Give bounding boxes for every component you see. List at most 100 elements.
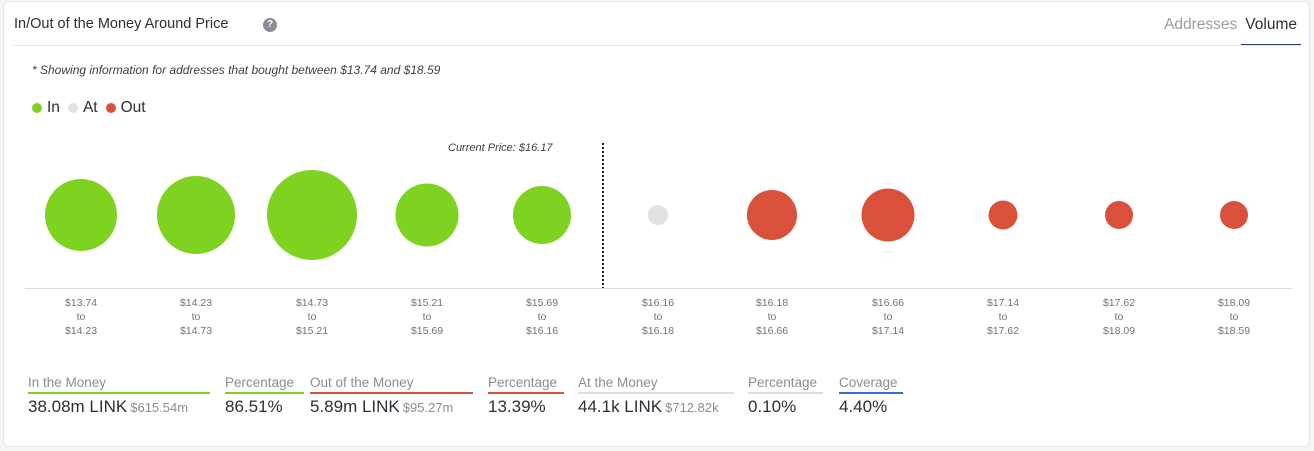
x-axis-label: $14.23 to $14.73 bbox=[151, 296, 241, 338]
stats-row: In the Money 38.08m LINK $615.54m Percent… bbox=[28, 375, 909, 417]
stat-value: 38.08m LINK $615.54m bbox=[28, 397, 210, 417]
bubble-in[interactable] bbox=[395, 183, 459, 247]
bubble-out[interactable] bbox=[1105, 201, 1133, 229]
bubble-in[interactable] bbox=[513, 186, 571, 244]
current-price-line bbox=[602, 143, 604, 289]
range-to: $15.69 bbox=[410, 325, 444, 337]
bubble-chart: Current Price: $16.17 $13.74 to $14.23 $14.… bbox=[4, 2, 1309, 446]
bubble-in[interactable] bbox=[157, 176, 235, 254]
range-from: $13.74 bbox=[64, 297, 98, 309]
range-from: $17.14 bbox=[986, 297, 1020, 309]
bubble-out[interactable] bbox=[1220, 201, 1248, 229]
x-axis-label: $14.73 to $15.21 bbox=[267, 296, 357, 338]
range-separator: to bbox=[537, 311, 547, 323]
stat-value: 0.10% bbox=[748, 397, 797, 416]
chart-legend: In At Out bbox=[32, 99, 154, 117]
bubble-out[interactable] bbox=[747, 190, 797, 240]
range-separator: to bbox=[1229, 311, 1239, 323]
bubble-at[interactable] bbox=[648, 205, 668, 225]
range-separator: to bbox=[998, 311, 1008, 323]
range-separator: to bbox=[422, 311, 432, 323]
out-money-volume: 5.89m LINK bbox=[310, 397, 400, 416]
bubble-in[interactable] bbox=[267, 170, 357, 260]
in-money-usd: $615.54m bbox=[130, 400, 189, 415]
legend-label-at: At bbox=[82, 99, 98, 116]
current-price-label: Current Price: $16.17 bbox=[448, 142, 553, 154]
stat-value: 86.51% bbox=[225, 397, 283, 416]
legend-label-out: Out bbox=[120, 99, 146, 116]
header-divider bbox=[14, 45, 1301, 46]
range-from: $15.21 bbox=[410, 297, 444, 309]
card-header: In/Out of the Money Around Price ? Addre… bbox=[4, 2, 1309, 47]
range-from: $18.09 bbox=[1217, 297, 1251, 309]
x-axis-label: $17.14 to $17.62 bbox=[958, 296, 1048, 338]
at-money-volume: 44.1k LINK bbox=[578, 397, 663, 416]
range-from: $16.16 bbox=[641, 297, 675, 309]
legend-dot-out-icon bbox=[105, 103, 116, 113]
x-axis-label: $15.69 to $16.16 bbox=[497, 296, 587, 338]
x-axis-label: $15.21 to $15.69 bbox=[382, 296, 472, 338]
range-separator: to bbox=[307, 311, 317, 323]
range-separator: to bbox=[191, 311, 201, 323]
range-to: $16.18 bbox=[641, 325, 675, 337]
stat-out-of-the-money: Out of the Money 5.89m LINK $95.27m bbox=[310, 375, 473, 417]
range-from: $14.23 bbox=[179, 297, 213, 309]
bubble-out[interactable] bbox=[988, 200, 1018, 230]
stat-in-percentage: Percentage 86.51% bbox=[225, 375, 304, 417]
stat-out-percentage: Percentage 13.39% bbox=[488, 375, 564, 417]
range-to: $18.59 bbox=[1217, 325, 1251, 337]
stat-value: 5.89m LINK $95.27m bbox=[310, 397, 473, 417]
out-money-usd: $95.27m bbox=[402, 400, 454, 415]
bubble-in[interactable] bbox=[45, 179, 117, 251]
range-to: $14.73 bbox=[179, 325, 213, 337]
x-axis-label: $17.62 to $18.09 bbox=[1074, 296, 1164, 338]
question-circle-icon[interactable]: ? bbox=[263, 18, 277, 32]
range-separator: to bbox=[767, 311, 777, 323]
legend-dot-at-icon bbox=[67, 103, 78, 113]
range-from: $16.66 bbox=[871, 297, 905, 309]
stat-value: 44.1k LINK $712.82k bbox=[578, 397, 734, 417]
legend-dot-in-icon bbox=[32, 103, 42, 113]
x-axis-label: $16.16 to $16.18 bbox=[613, 296, 703, 338]
x-axis-label: $16.66 to $17.14 bbox=[843, 296, 933, 338]
range-to: $16.66 bbox=[755, 325, 789, 337]
range-note: * Showing information for addresses that… bbox=[32, 63, 441, 77]
x-axis-label: $16.18 to $16.66 bbox=[727, 296, 817, 338]
range-from: $15.69 bbox=[525, 297, 559, 309]
iomap-card: In/Out of the Money Around Price ? Addre… bbox=[3, 1, 1310, 447]
range-from: $17.62 bbox=[1102, 297, 1136, 309]
range-separator: to bbox=[1114, 311, 1124, 323]
x-axis-label: $13.74 to $14.23 bbox=[36, 296, 126, 338]
range-separator: to bbox=[883, 311, 893, 323]
card-title: In/Out of the Money Around Price bbox=[14, 16, 229, 32]
range-to: $17.14 bbox=[871, 325, 905, 337]
x-axis-label: $18.09 to $18.59 bbox=[1189, 296, 1279, 338]
stat-label: Coverage bbox=[839, 375, 903, 394]
legend-item-at[interactable]: At bbox=[67, 99, 98, 117]
legend-label-in: In bbox=[47, 99, 60, 116]
range-to: $18.09 bbox=[1102, 325, 1136, 337]
stat-value: 13.39% bbox=[488, 397, 546, 416]
range-to: $17.62 bbox=[986, 325, 1020, 337]
at-money-usd: $712.82k bbox=[665, 400, 719, 415]
legend-item-in[interactable]: In bbox=[32, 99, 60, 117]
stat-label: Percentage bbox=[488, 375, 564, 394]
stat-label: Percentage bbox=[748, 375, 823, 394]
stat-label: In the Money bbox=[28, 375, 210, 394]
range-separator: to bbox=[76, 311, 86, 323]
legend-item-out[interactable]: Out bbox=[105, 99, 146, 117]
stat-label: Out of the Money bbox=[310, 375, 473, 394]
in-money-volume: 38.08m LINK bbox=[28, 397, 128, 416]
stat-label: At the Money bbox=[578, 375, 734, 394]
range-from: $16.18 bbox=[755, 297, 789, 309]
x-axis-line bbox=[25, 288, 1292, 289]
stat-coverage: Coverage 4.40% bbox=[839, 375, 903, 417]
range-to: $16.16 bbox=[525, 325, 559, 337]
stat-in-the-money: In the Money 38.08m LINK $615.54m bbox=[28, 375, 210, 417]
stat-at-the-money: At the Money 44.1k LINK $712.82k bbox=[578, 375, 734, 417]
range-to: $15.21 bbox=[295, 325, 329, 337]
tab-addresses[interactable]: Addresses bbox=[1164, 16, 1238, 33]
bubble-out[interactable] bbox=[861, 188, 915, 242]
range-to: $14.23 bbox=[64, 325, 98, 337]
stat-at-percentage: Percentage 0.10% bbox=[748, 375, 823, 417]
